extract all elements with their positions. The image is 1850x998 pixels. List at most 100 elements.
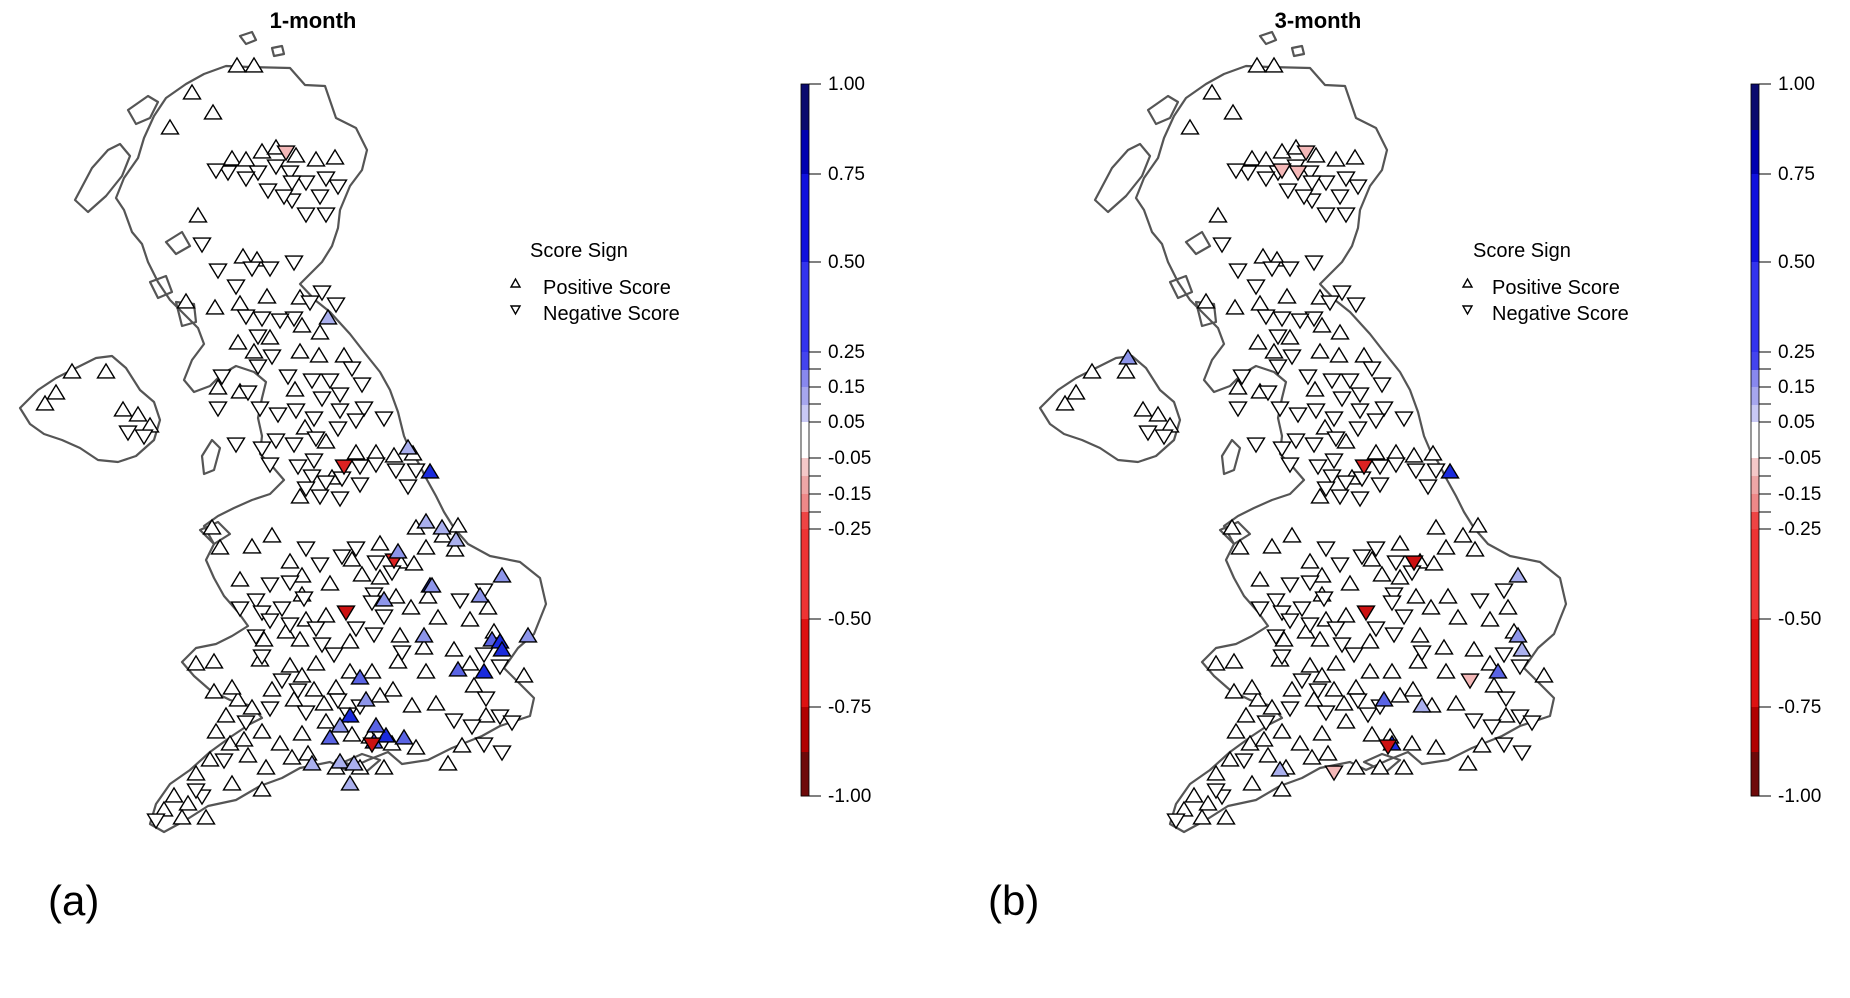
station-positive-marker <box>1390 686 1410 703</box>
colorbar-segment <box>1751 262 1759 353</box>
station-negative-marker <box>398 479 418 496</box>
station-positive-marker <box>1270 760 1290 777</box>
station-negative-marker <box>1266 629 1286 646</box>
station-positive-marker <box>492 566 512 583</box>
station-positive-marker <box>1222 518 1242 535</box>
station-negative-marker <box>294 591 314 608</box>
station-positive-marker <box>227 56 247 73</box>
station-negative-marker <box>260 701 280 718</box>
coastline-path <box>126 94 160 126</box>
station-negative-marker <box>1280 613 1300 630</box>
station-positive-marker <box>282 748 302 765</box>
station-negative-marker <box>1266 593 1286 610</box>
station-positive-marker <box>1310 487 1330 504</box>
station-positive-marker <box>414 626 434 643</box>
station-negative-marker <box>1228 263 1248 280</box>
station-positive-marker <box>96 362 116 379</box>
station-positive-marker <box>1066 383 1086 400</box>
station-positive-marker <box>1326 654 1346 671</box>
station-positive-marker <box>404 554 424 571</box>
station-negative-marker <box>276 145 296 162</box>
station-negative-marker <box>326 297 346 314</box>
station-positive-marker <box>1312 724 1332 741</box>
colorbar-segment <box>1751 352 1759 371</box>
station-negative-marker <box>284 437 304 454</box>
station-negative-marker <box>1326 621 1346 638</box>
station-positive-marker <box>1424 554 1444 571</box>
station-positive-marker <box>206 722 226 739</box>
station-positive-marker <box>326 678 346 695</box>
station-negative-marker <box>226 437 246 454</box>
station-positive-marker <box>1116 362 1136 379</box>
station-negative-marker <box>284 311 304 328</box>
station-negative-marker <box>1228 401 1248 418</box>
coastline-path <box>200 438 222 476</box>
station-negative-marker <box>1384 587 1404 604</box>
station-positive-marker <box>178 794 198 811</box>
station-positive-marker <box>280 656 300 673</box>
station-positive-marker <box>374 758 394 775</box>
station-negative-marker <box>1522 715 1542 732</box>
station-positive-marker <box>1224 652 1244 669</box>
station-positive-marker <box>1280 328 1300 345</box>
station-positive-marker <box>1436 538 1456 555</box>
legend-title: Score Sign <box>1473 240 1571 262</box>
station-negative-marker <box>1460 673 1480 690</box>
station-positive-marker <box>46 383 66 400</box>
colorbar-segment <box>1751 130 1759 175</box>
station-positive-marker <box>1230 538 1250 555</box>
station-negative-marker <box>302 373 322 390</box>
station-negative-marker <box>1482 719 1502 736</box>
station-negative-marker <box>346 413 366 430</box>
station-negative-marker <box>1394 411 1414 428</box>
station-positive-marker <box>256 758 276 775</box>
station-negative-marker <box>1272 163 1292 180</box>
station-negative-marker <box>230 601 250 618</box>
coastline-path <box>1220 438 1242 476</box>
station-positive-marker <box>1262 698 1282 715</box>
map-panel-a: 1-month (a) Score Sign Positive Score Ne… <box>18 8 871 924</box>
station-positive-marker <box>1184 786 1204 803</box>
station-positive-marker <box>492 640 512 657</box>
station-positive-marker <box>386 587 406 604</box>
station-negative-marker <box>208 263 228 280</box>
station-positive-marker <box>176 292 196 309</box>
panel-title: 3-month <box>1275 8 1362 33</box>
station-negative-marker <box>1250 601 1270 618</box>
station-positive-marker <box>438 754 458 771</box>
station-negative-marker <box>1382 595 1402 612</box>
colorbar-tick-label: 1.00 <box>828 74 865 95</box>
station-negative-marker <box>1262 261 1282 278</box>
station-positive-marker <box>1324 680 1344 697</box>
station-positive-marker <box>1366 443 1386 460</box>
station-positive-marker <box>476 706 496 723</box>
coastline-path <box>1093 142 1152 214</box>
station-positive-marker <box>316 606 336 623</box>
station-negative-marker <box>362 737 382 754</box>
station-negative-marker <box>260 261 280 278</box>
station-positive-marker <box>1118 348 1138 365</box>
station-negative-marker <box>1386 457 1406 474</box>
colorbar-segment <box>1751 387 1759 406</box>
coastline-path <box>148 274 174 300</box>
panel-title: 1-month <box>270 8 357 33</box>
station-negative-marker <box>310 189 330 206</box>
colorbar-segment <box>1751 370 1759 388</box>
station-positive-marker <box>366 716 386 733</box>
station-positive-marker <box>230 570 250 587</box>
station-negative-marker <box>302 469 322 486</box>
legend-negative-label: Negative Score <box>1492 303 1629 325</box>
station-negative-marker <box>258 183 278 200</box>
station-positive-marker <box>448 516 468 533</box>
station-positive-marker <box>1305 380 1325 397</box>
station-negative-marker <box>1280 701 1300 718</box>
station-negative-marker <box>1370 459 1390 476</box>
station-positive-marker <box>1180 118 1200 135</box>
station-negative-marker <box>1464 713 1484 730</box>
station-positive-marker <box>1224 682 1244 699</box>
station-positive-marker <box>1272 722 1292 739</box>
station-negative-marker <box>212 369 232 386</box>
station-positive-marker <box>160 118 180 135</box>
colorbar-tick-label: 1.00 <box>1778 74 1815 95</box>
station-positive-marker <box>200 750 220 767</box>
